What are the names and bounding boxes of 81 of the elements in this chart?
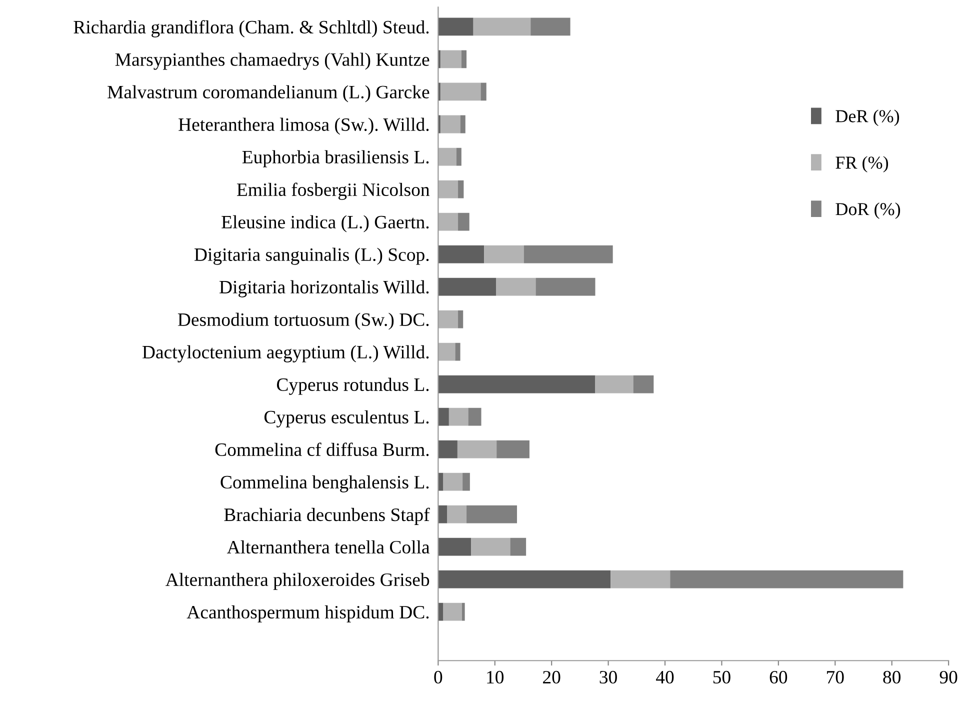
bar	[438, 602, 444, 621]
y-tick-label: Digitaria horizontalis Willd.	[220, 280, 429, 298]
bar	[438, 310, 458, 328]
bar	[484, 245, 524, 264]
bar	[443, 602, 462, 621]
bar	[438, 375, 596, 394]
bar	[473, 18, 531, 36]
x-tick-label: 40	[656, 670, 674, 684]
y-tick-label: Brachiaria decunbens Stapf	[224, 508, 430, 525]
x-tick-label: 30	[600, 670, 617, 684]
bar	[496, 278, 536, 296]
y-tick-label: Malvastrum coromandelianum (L.) Garcke	[108, 85, 430, 102]
legend-label: FR (%)	[836, 156, 888, 172]
x-tick-label: 80	[883, 670, 901, 684]
bar	[438, 245, 484, 264]
y-tick-label: Acanthospermum hispidum DC.	[186, 605, 429, 622]
bar	[530, 18, 570, 36]
bar	[438, 212, 458, 231]
bar	[462, 472, 470, 491]
bar	[438, 148, 456, 166]
y-tick-label: Euphorbia brasiliensis L.	[242, 150, 429, 168]
x-tick-label: 70	[826, 670, 844, 684]
bar	[595, 375, 634, 394]
y-tick-label: Cyperus esculentus L.	[264, 410, 429, 428]
bar	[633, 375, 654, 394]
bar	[458, 310, 464, 328]
y-tick-label: Heteranthera limosa (Sw.). Willd.	[178, 118, 429, 135]
bar	[438, 408, 449, 426]
bar	[440, 50, 462, 68]
y-tick-label: Cyperus rotundus L.	[276, 378, 429, 395]
y-tick-label: Desmodium tortuosum (Sw.) DC.	[178, 312, 429, 330]
bar	[462, 602, 465, 621]
bar	[438, 538, 472, 556]
bar	[447, 505, 467, 524]
bar	[438, 472, 444, 491]
x-tick-label: 20	[543, 670, 560, 684]
bar	[448, 408, 468, 426]
bar	[461, 50, 467, 68]
bar	[456, 148, 462, 166]
y-tick-label: Alternanthera tenella Colla	[226, 540, 430, 554]
bar	[496, 440, 530, 458]
x-tick-label: 60	[770, 670, 788, 684]
y-tick-label: Dactyloctenium aegyptium (L.) Willd.	[142, 345, 429, 362]
bar	[443, 472, 463, 491]
bar	[458, 212, 470, 231]
y-tick-label: Eleusine indica (L.) Gaertn.	[222, 215, 429, 232]
y-tick-label: Richardia grandiflora (Cham. & Schltdl) Steud.	[74, 20, 429, 38]
bar	[471, 538, 510, 556]
bar	[438, 180, 458, 198]
y-tick-label: Commelina cf diffusa Burm.	[215, 442, 429, 456]
x-tick-label: 90	[940, 670, 958, 684]
legend-label: DoR (%)	[836, 202, 900, 219]
bar	[468, 408, 482, 426]
bar	[438, 505, 448, 524]
bar	[458, 180, 464, 198]
x-tick-label: 0	[434, 670, 442, 684]
bar	[440, 115, 460, 134]
bar	[480, 82, 486, 101]
bar	[438, 570, 611, 588]
bar	[457, 440, 497, 458]
bar	[438, 278, 496, 296]
bar	[610, 570, 670, 588]
bar	[438, 18, 474, 36]
x-tick-label: 10	[487, 670, 504, 684]
bar	[455, 342, 460, 361]
bar	[524, 245, 613, 264]
y-tick-label: Digitaria sanguinalis (L.) Scop.	[194, 248, 429, 265]
bar	[440, 82, 481, 101]
bar	[536, 278, 596, 296]
bar	[460, 115, 466, 134]
bar	[670, 570, 904, 588]
bar	[510, 538, 526, 556]
y-tick-label: Emilia fosbergii Nicolson	[236, 182, 430, 200]
y-tick-label: Marsypianthes chamaedrys (Vahl) Kuntze	[115, 52, 430, 70]
y-tick-label: Alternanthera philoxeroides Griseb	[166, 572, 430, 590]
bar	[438, 440, 458, 458]
x-tick-label: 50	[713, 670, 730, 684]
legend-label: DeR (%)	[836, 110, 900, 126]
bar	[438, 342, 456, 361]
y-tick-label: Commelina benghalensis L.	[220, 475, 429, 492]
bar	[466, 505, 517, 524]
